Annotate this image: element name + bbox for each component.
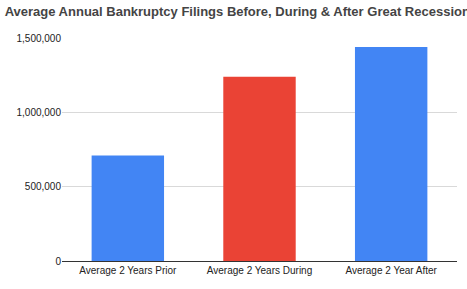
svg-text:500,000: 500,000 [25,181,62,192]
svg-text:Average 2 Years Prior: Average 2 Years Prior [79,265,177,276]
svg-text:1,000,000: 1,000,000 [17,107,62,118]
svg-text:1,500,000: 1,500,000 [17,33,62,44]
svg-text:Average 2 Years During: Average 2 Years During [207,265,312,276]
svg-text:Average Annual Bankruptcy Fili: Average Annual Bankruptcy Filings Before… [5,4,467,19]
svg-text:0: 0 [55,256,61,267]
svg-text:Average 2 Year After: Average 2 Year After [345,265,437,276]
